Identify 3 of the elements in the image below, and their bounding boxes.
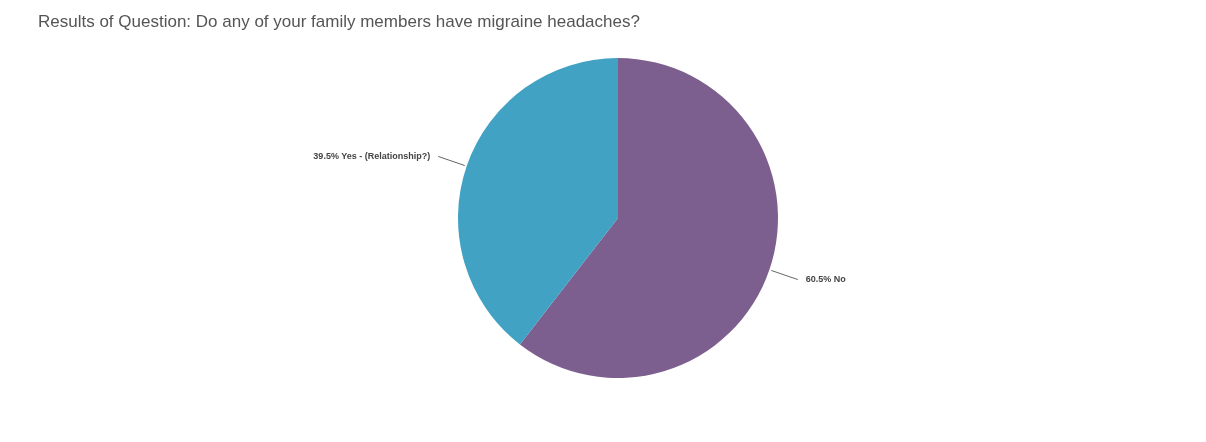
slice-label: 60.5% No [805, 274, 847, 285]
slice-label: 39.5% Yes - (Relationship?) [313, 150, 431, 161]
chart-title: Results of Question: Do any of your family members have migraine headaches? [38, 12, 640, 32]
